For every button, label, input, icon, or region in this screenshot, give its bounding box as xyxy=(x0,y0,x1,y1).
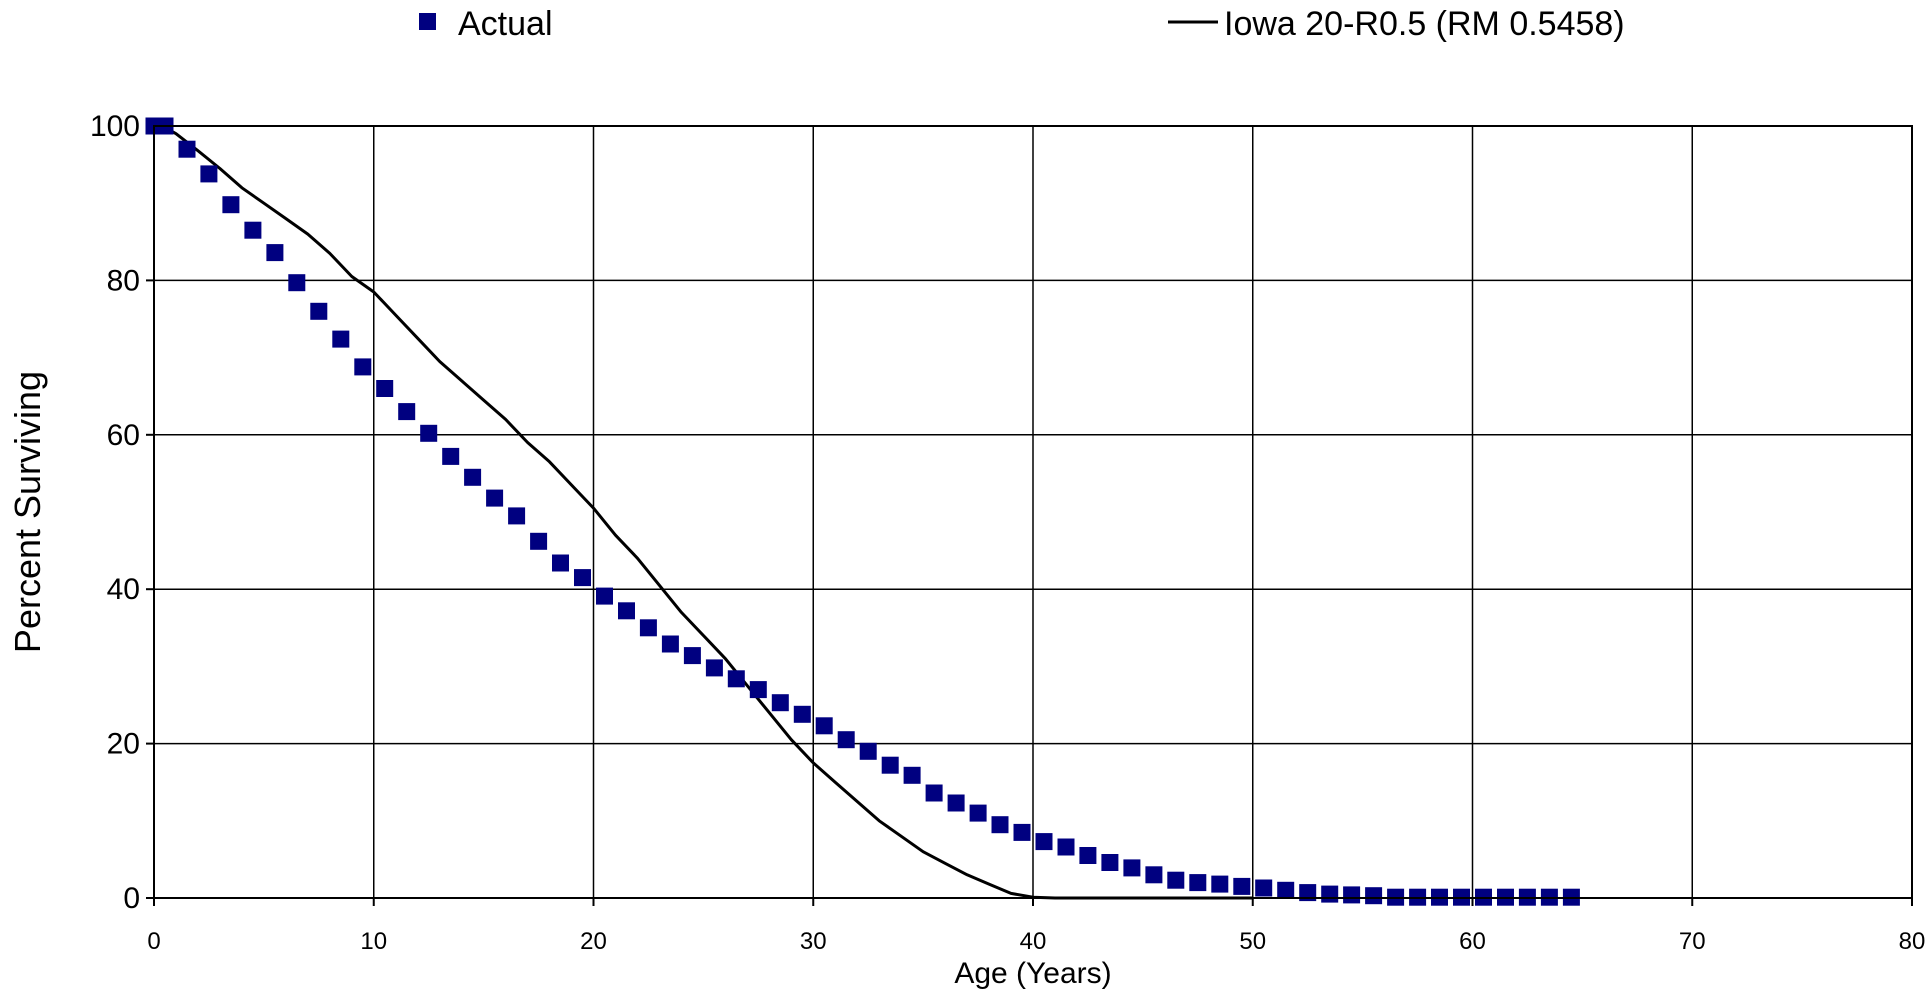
x-tick-label-30: 30 xyxy=(800,928,827,955)
legend-marker-actual xyxy=(419,13,436,30)
actual-point xyxy=(1189,874,1207,892)
actual-point xyxy=(244,221,262,239)
actual-point xyxy=(1343,886,1361,904)
actual-point xyxy=(1211,875,1229,893)
actual-point xyxy=(178,140,196,158)
actual-point xyxy=(925,784,943,802)
actual-point xyxy=(1299,884,1317,902)
actual-point xyxy=(859,742,877,760)
actual-point xyxy=(266,244,284,262)
y-tick-label-60: 60 xyxy=(107,419,140,452)
actual-point xyxy=(508,507,526,525)
actual-point xyxy=(442,447,460,465)
x-tick-label-50: 50 xyxy=(1239,928,1266,955)
actual-point xyxy=(1079,847,1097,864)
actual-point xyxy=(661,635,679,653)
grid xyxy=(153,125,1913,899)
series-actual-markers xyxy=(145,117,1580,906)
actual-point xyxy=(310,302,328,320)
iowa-curve-line xyxy=(153,124,1253,900)
actual-point xyxy=(596,587,613,605)
x-tick-label-20: 20 xyxy=(580,928,607,955)
x-axis-title: Age (Years) xyxy=(954,957,1111,990)
actual-point xyxy=(837,731,855,749)
actual-point xyxy=(486,489,504,507)
actual-point xyxy=(1365,887,1383,905)
actual-point xyxy=(1101,854,1119,871)
actual-point xyxy=(1321,885,1339,903)
y-tick-label-20: 20 xyxy=(107,728,140,761)
x-axis-ticks: 0 10 20 30 40 50 60 70 80 xyxy=(147,898,1925,955)
actual-point xyxy=(332,330,350,348)
actual-point xyxy=(376,380,394,397)
actual-point xyxy=(1277,881,1295,899)
x-tick-label-80: 80 xyxy=(1899,928,1926,955)
actual-point xyxy=(398,403,416,421)
actual-point xyxy=(1035,833,1053,851)
x-tick-label-10: 10 xyxy=(360,928,387,955)
actual-point xyxy=(200,165,218,183)
actual-point xyxy=(947,794,965,812)
actual-point xyxy=(420,424,438,442)
y-tick-label-80: 80 xyxy=(107,264,140,297)
actual-point xyxy=(881,756,899,774)
x-tick-label-0: 0 xyxy=(147,928,160,955)
actual-point xyxy=(1233,877,1251,895)
actual-point xyxy=(991,816,1009,834)
actual-point xyxy=(793,705,811,723)
y-tick-label-100: 100 xyxy=(90,110,140,143)
x-tick-label-60: 60 xyxy=(1459,928,1486,955)
y-tick-label-40: 40 xyxy=(107,573,140,606)
actual-point xyxy=(815,717,833,735)
y-axis-ticks: 0 20 40 60 80 100 xyxy=(90,110,154,915)
actual-point xyxy=(969,804,987,822)
actual-point xyxy=(903,766,921,784)
actual-point xyxy=(288,274,306,292)
actual-point xyxy=(1145,866,1163,884)
actual-point xyxy=(727,670,745,688)
actual-point xyxy=(574,569,591,587)
actual-point xyxy=(683,647,701,665)
actual-point xyxy=(354,358,372,376)
legend: Actual Iowa 20-R0.5 (RM 0.5458) xyxy=(419,5,1625,43)
actual-point xyxy=(222,196,240,214)
actual-point xyxy=(1255,879,1273,897)
actual-point xyxy=(464,468,482,486)
actual-point xyxy=(1123,859,1141,877)
plot-area-frame xyxy=(153,125,1913,899)
actual-point xyxy=(552,554,569,572)
series-iowa-curve xyxy=(153,124,1253,900)
actual-point xyxy=(530,532,548,550)
legend-label-actual: Actual xyxy=(458,5,553,43)
actual-point xyxy=(639,619,657,637)
actual-point xyxy=(618,602,635,620)
actual-point xyxy=(749,681,767,699)
y-tick-label-0: 0 xyxy=(123,882,140,915)
actual-point xyxy=(1167,871,1185,889)
x-tick-label-70: 70 xyxy=(1679,928,1706,955)
actual-point xyxy=(1057,838,1075,856)
actual-point xyxy=(705,659,723,677)
x-tick-label-40: 40 xyxy=(1020,928,1047,955)
y-axis-title: Percent Surviving xyxy=(7,371,48,653)
legend-label-iowa: Iowa 20-R0.5 (RM 0.5458) xyxy=(1224,5,1625,43)
actual-point xyxy=(771,694,789,712)
actual-point xyxy=(1013,823,1031,841)
